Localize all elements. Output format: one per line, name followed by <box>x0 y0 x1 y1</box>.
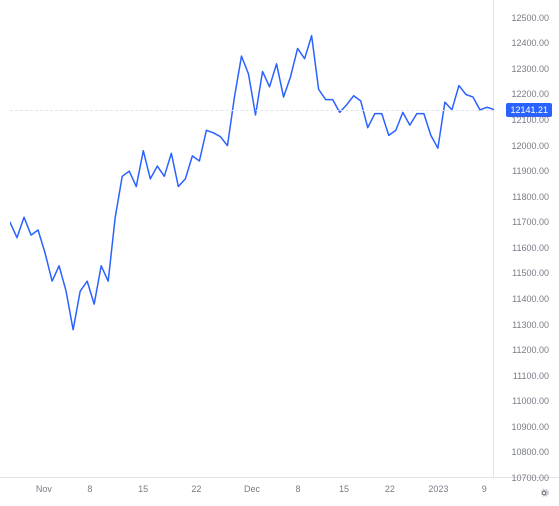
y-tick-label: 11600.00 <box>512 243 549 253</box>
x-axis[interactable]: Nov 8 15 22 Dec 8 15 22 2023 9 <box>10 478 494 506</box>
y-tick-label: 12500.00 <box>511 13 549 23</box>
chart-settings-button[interactable] <box>537 486 551 500</box>
x-tick-label: 8 <box>295 484 300 494</box>
current-price-gridline <box>10 110 494 111</box>
current-price-value: 12141.21 <box>510 105 548 115</box>
x-tick-label: 15 <box>138 484 148 494</box>
y-tick-label: 11200.00 <box>512 345 549 355</box>
x-tick-label: 15 <box>339 484 349 494</box>
y-tick-label: 11900.00 <box>512 166 549 176</box>
y-tick-label: 12300.00 <box>511 64 549 74</box>
y-tick-label: 12200.00 <box>511 89 549 99</box>
y-tick-label: 10900.00 <box>511 422 549 432</box>
gear-icon <box>537 486 551 500</box>
y-tick-label: 12000.00 <box>511 141 549 151</box>
y-axis[interactable]: 12141.21 10700.0010800.0010900.0011000.0… <box>494 5 559 478</box>
y-tick-label: 10700.00 <box>511 473 549 483</box>
y-tick-label: 11700.00 <box>512 217 549 227</box>
y-tick-label: 11100.00 <box>513 371 549 381</box>
y-tick-label: 12400.00 <box>511 38 549 48</box>
x-tick-label: 22 <box>385 484 395 494</box>
x-tick-label: 2023 <box>428 484 448 494</box>
price-line <box>10 36 494 330</box>
price-chart: 12141.21 10700.00 10800.00 10900.00 11000.0… <box>0 0 559 506</box>
y-tick-label: 11000.00 <box>512 396 549 406</box>
y-tick-label: 11800.00 <box>512 192 549 202</box>
y-tick-label: 10800.00 <box>511 447 549 457</box>
line-chart-svg <box>10 5 494 478</box>
y-tick-label: 11500.00 <box>512 268 549 278</box>
x-tick-label: 8 <box>87 484 92 494</box>
x-tick-label: Nov <box>36 484 52 494</box>
y-tick-label: 11300.00 <box>512 320 549 330</box>
x-tick-label: Dec <box>244 484 260 494</box>
y-tick-label: 11400.00 <box>512 294 549 304</box>
x-tick-label: 22 <box>191 484 201 494</box>
x-tick-label: 9 <box>482 484 487 494</box>
y-tick-label: 12100.00 <box>511 115 549 125</box>
plot-area[interactable] <box>10 5 494 478</box>
